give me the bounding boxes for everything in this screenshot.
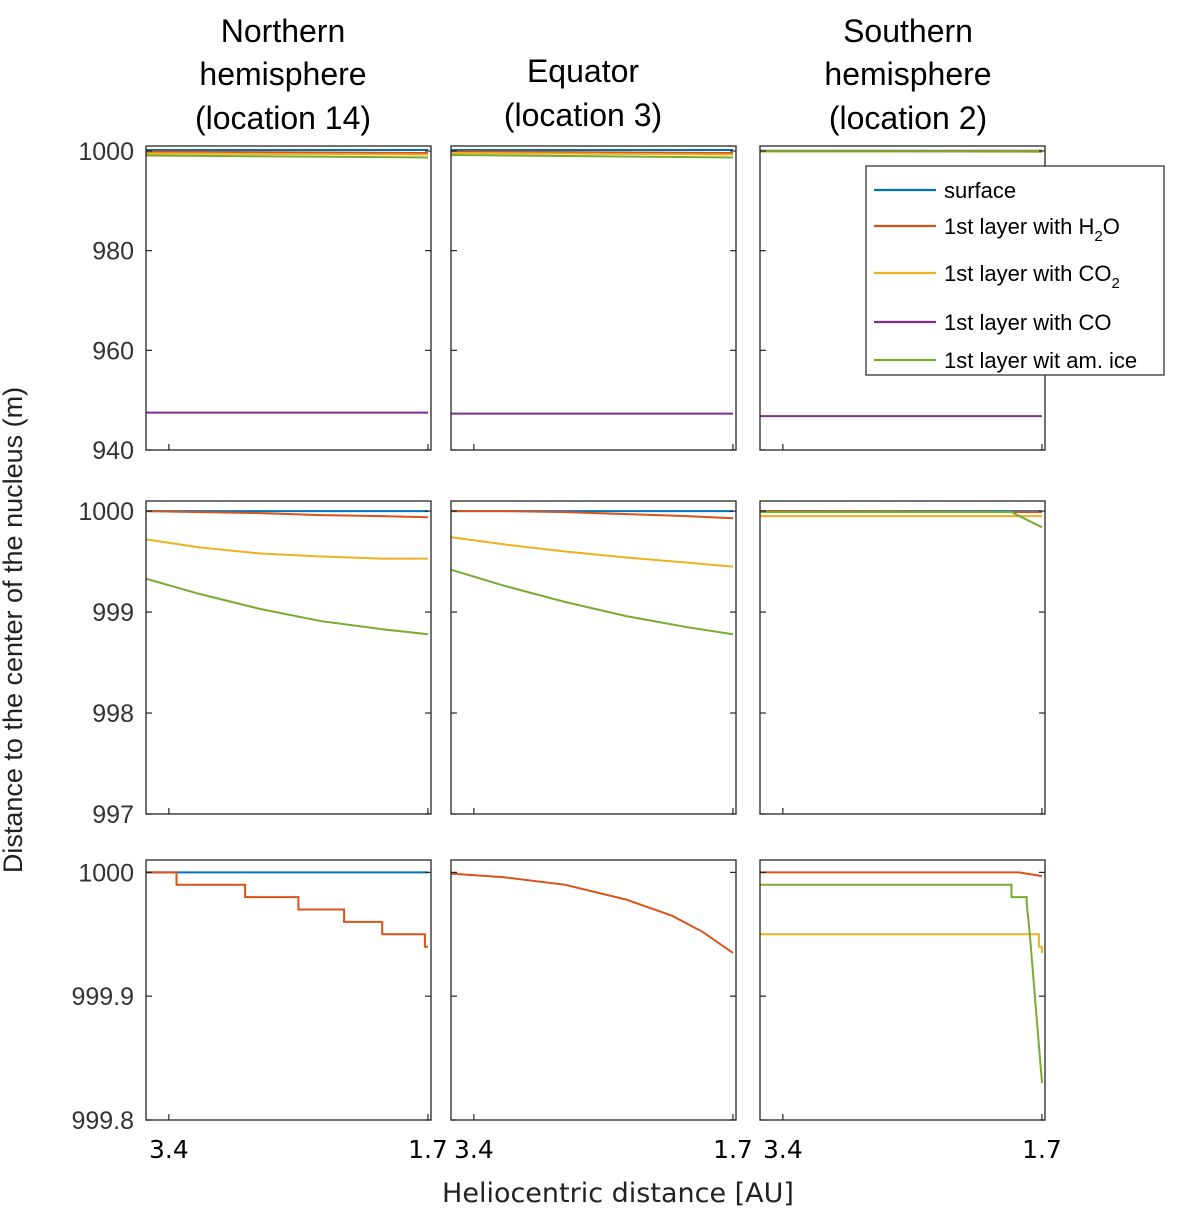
panel-background <box>146 146 431 450</box>
x-axis-title: Heliocentric distance [AU] <box>442 1178 794 1209</box>
column-title-line: hemisphere <box>199 56 366 92</box>
series-line-co2 <box>451 152 734 156</box>
series-line-am <box>760 883 1043 1083</box>
series-line-h2o <box>146 510 429 519</box>
series-line-h2o <box>146 871 428 948</box>
series-line-h2o <box>451 872 734 954</box>
panel-frame <box>145 500 432 815</box>
panel-background <box>760 501 1045 814</box>
column-title-line: Southern <box>843 13 973 49</box>
series-line-co2 <box>451 536 734 568</box>
panel-r2-c2: 3.4 1.7 <box>759 859 1062 1164</box>
x-tick-label: 3.4 <box>149 1135 189 1164</box>
x-tick-label: 1.7 <box>713 1135 753 1164</box>
series-line-co2 <box>146 538 428 560</box>
panel-frame <box>145 145 432 451</box>
legend-label-main: 1st layer wit am. ice <box>944 348 1137 373</box>
series-line-am <box>451 154 734 159</box>
panel-background <box>146 501 431 814</box>
legend-label-co: 1st layer with CO <box>944 310 1112 335</box>
legend-label-main: 1st layer with H <box>944 214 1094 239</box>
series-line-h2o <box>451 510 734 520</box>
legend-label-main: 1st layer with CO <box>944 261 1112 286</box>
column-titles: Northern hemisphere (location 14) Equator (l… <box>195 13 992 136</box>
panel-background <box>451 860 736 1120</box>
series-line-co2 <box>146 152 429 156</box>
legend-label-subscript: 2 <box>1094 228 1102 245</box>
panel-frame <box>450 145 737 451</box>
series-line-co2 <box>760 933 1043 953</box>
panel-background <box>146 860 431 1120</box>
y-tick-label: 999 <box>92 599 134 627</box>
legend-label-main: surface <box>944 178 1016 203</box>
column-title-line: hemisphere <box>824 56 991 92</box>
series-line-am <box>760 511 1043 529</box>
legend-label-am: 1st layer wit am. ice <box>944 348 1137 373</box>
panel-background <box>760 860 1045 1120</box>
panel-r1-c2 <box>759 500 1046 815</box>
y-tick-label: 1000 <box>78 498 134 526</box>
panel-r0-c0: 940 960 980 1000 <box>78 138 432 465</box>
column-title-line: (location 14) <box>195 100 371 136</box>
panel-r1-c1 <box>450 500 737 815</box>
series-line-am <box>451 568 734 636</box>
x-tick-label: 3.4 <box>763 1135 803 1164</box>
legend-label-h2o: 1st layer with H2O <box>944 214 1120 245</box>
panel-r2-c1: 3.4 1.7 <box>450 859 753 1164</box>
legend-label-subscript: 2 <box>1112 275 1120 292</box>
series-line-h2o <box>760 871 1043 878</box>
column-title-line: Equator <box>527 53 639 89</box>
series-line-am <box>146 154 429 159</box>
legend-label-tail: O <box>1103 214 1120 239</box>
x-tick-label: 3.4 <box>454 1135 494 1164</box>
y-tick-label: 998 <box>92 700 134 728</box>
panel-frame <box>759 859 1046 1121</box>
column-title-line: Northern <box>221 13 346 49</box>
panel-frame <box>450 859 737 1121</box>
panel-r1-c0: 997 998 999 1000 <box>78 498 432 829</box>
y-tick-label: 1000 <box>78 138 134 166</box>
panel-background <box>451 146 736 450</box>
y-axis-title: Distance to the center of the nucleus (m… <box>0 387 28 873</box>
y-tick-label: 997 <box>92 801 134 829</box>
x-tick-label: 1.7 <box>1022 1135 1062 1164</box>
y-tick-label: 960 <box>92 337 134 365</box>
series-line-am <box>146 577 429 636</box>
series-line-am <box>760 150 1043 153</box>
panel-background <box>451 501 736 814</box>
x-tick-label: 1.7 <box>408 1135 448 1164</box>
panel-frame <box>759 500 1046 815</box>
y-tick-label: 940 <box>92 437 134 465</box>
panel-grid: 940 960 980 1000 997 998 999 1000 999.8 999.9 1000… <box>71 138 1061 1164</box>
y-tick-label: 999.9 <box>71 983 134 1011</box>
y-tick-label: 1000 <box>78 859 134 887</box>
legend-box <box>865 165 1165 376</box>
series-line-h2o <box>451 150 734 154</box>
legend-label-co2: 1st layer with CO2 <box>944 261 1120 292</box>
panel-frame <box>450 500 737 815</box>
panel-r2-c0: 999.8 999.9 1000 3.4 1.7 <box>71 859 448 1164</box>
column-title-line: (location 2) <box>829 100 987 136</box>
column-title-line: (location 3) <box>504 97 662 133</box>
legend-label-main: 1st layer with CO <box>944 310 1112 335</box>
y-tick-label: 999.8 <box>71 1107 134 1135</box>
legend-label-surface: surface <box>944 178 1016 203</box>
y-tick-label: 980 <box>92 238 134 266</box>
panel-r0-c1 <box>450 145 737 451</box>
series-line-h2o <box>146 150 429 154</box>
panel-frame <box>145 859 432 1121</box>
